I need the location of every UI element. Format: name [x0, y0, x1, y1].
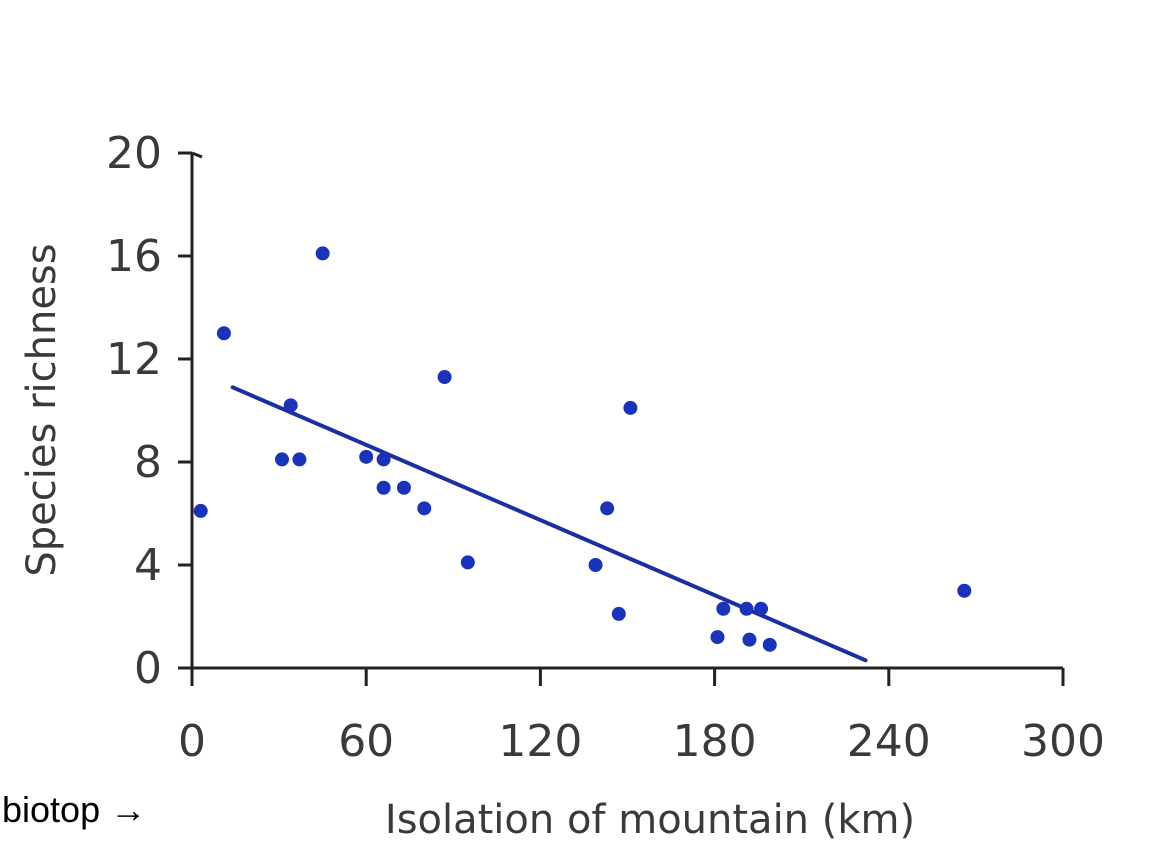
- x-tick-label: 180: [673, 716, 757, 767]
- axes: 0 4 8 12 16 20 0 60 120 180 240 300: [106, 128, 1105, 767]
- data-point: [396, 480, 411, 495]
- data-point: [623, 400, 638, 415]
- data-point: [600, 501, 615, 516]
- x-axis-title: Isolation of mountain (km): [385, 797, 915, 843]
- y-axis-title: Species richness: [19, 243, 65, 576]
- data-point: [437, 370, 452, 385]
- data-point: [742, 632, 757, 647]
- y-tick-label: 12: [106, 334, 162, 385]
- x-tick-label: 240: [847, 716, 931, 767]
- data-point: [460, 555, 475, 570]
- y-tick-label: 8: [134, 437, 162, 488]
- data-point: [376, 452, 391, 467]
- data-point: [716, 601, 731, 616]
- y-tick-label: 4: [134, 540, 162, 591]
- data-point: [611, 606, 626, 621]
- data-point: [359, 449, 374, 464]
- data-point: [754, 601, 769, 616]
- biotop-label: biotop →: [2, 789, 146, 830]
- x-tick-label: 120: [498, 716, 582, 767]
- x-tick-label: 0: [178, 716, 206, 767]
- regression-line: [230, 385, 868, 663]
- data-point: [275, 452, 290, 467]
- data-point: [292, 452, 307, 467]
- y-tick-label: 20: [106, 128, 162, 179]
- data-point: [283, 398, 298, 413]
- x-tick-label: 300: [1021, 716, 1105, 767]
- y-tick-label: 16: [106, 231, 162, 282]
- data-point: [376, 480, 391, 495]
- data-point: [417, 501, 432, 516]
- data-point: [216, 326, 231, 341]
- data-point: [762, 637, 777, 652]
- data-point: [957, 583, 972, 598]
- data-point: [739, 601, 754, 616]
- trendline-layer: [230, 385, 868, 663]
- data-point: [710, 630, 725, 645]
- y-tick-label: 0: [134, 643, 162, 694]
- x-tick-label: 60: [338, 716, 394, 767]
- data-point: [315, 246, 330, 261]
- y-axis-cap: [191, 151, 203, 159]
- data-point: [193, 503, 208, 518]
- data-point: [588, 558, 603, 572]
- points-layer: [193, 246, 972, 652]
